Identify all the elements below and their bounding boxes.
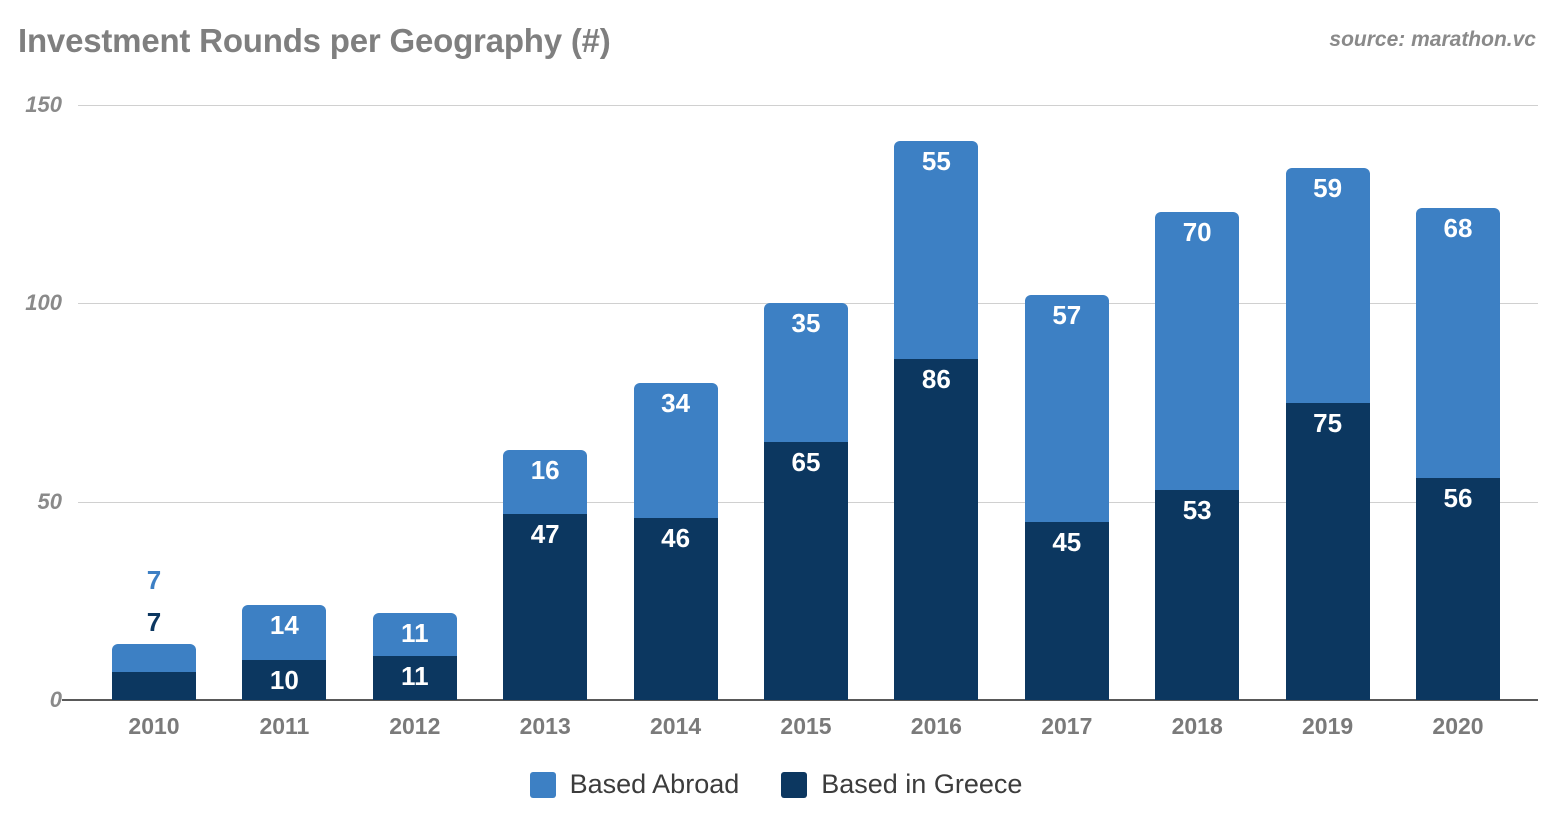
bar-segment-abroad[interactable] <box>764 303 848 443</box>
x-axis-tick-label: 2013 <box>519 713 571 739</box>
legend-item-label: Based Abroad <box>569 769 740 799</box>
bar-stack[interactable]: 70 53 <box>1155 212 1240 700</box>
bar-segment-abroad[interactable] <box>372 612 457 657</box>
bar-value-label-abroad: 68 <box>1443 213 1473 244</box>
bar-value-label-abroad: 14 <box>269 609 299 640</box>
bar-value-label-greece: 46 <box>661 522 691 553</box>
bar-stack[interactable]: 34 46 <box>633 382 718 700</box>
x-axis-tick-label: 2010 <box>128 713 180 739</box>
bar-stack[interactable]: 57 45 <box>1024 295 1109 700</box>
x-axis-tick-label: 2011 <box>259 713 310 739</box>
bar-value-label-greece: 47 <box>530 518 560 549</box>
bar-stack[interactable]: 14 10 <box>242 604 327 700</box>
x-axis-tick-label: 2019 <box>1302 713 1354 739</box>
bar-value-label-abroad: 34 <box>661 387 691 418</box>
bar-value-label-abroad: 55 <box>921 145 951 176</box>
bar-value-label-abroad: 57 <box>1052 300 1082 331</box>
legend-item-abroad[interactable]: Based Abroad <box>529 769 740 800</box>
bar-segment-abroad[interactable] <box>503 450 588 514</box>
bar-segment-greece[interactable] <box>633 517 718 700</box>
x-axis-tick-label: 2012 <box>389 713 441 739</box>
bar-segment-greece[interactable] <box>1155 489 1240 700</box>
legend-item-greece[interactable]: Based in Greece <box>781 769 1022 800</box>
bar-value-label-greece: 7 <box>146 607 162 638</box>
bar-value-label-abroad: 70 <box>1182 217 1212 248</box>
bar-value-label-abroad: 35 <box>791 308 821 339</box>
bar-segment-abroad[interactable] <box>242 604 327 661</box>
axis-baseline <box>62 699 1538 701</box>
bar-segment-abroad[interactable] <box>633 382 718 518</box>
x-axis-tick-label: 2016 <box>910 713 962 739</box>
bar-value-label-abroad: 7 <box>146 565 162 596</box>
bar-value-label-abroad: 16 <box>530 455 560 486</box>
bar-value-label-greece: 45 <box>1052 526 1082 557</box>
bar-stack[interactable]: 55 86 <box>894 140 979 700</box>
y-axis-tick-label: 50 <box>37 488 62 514</box>
source-attribution: source: marathon.vc <box>1329 28 1536 51</box>
legend: Based Abroad Based in Greece <box>0 769 1552 800</box>
bar-segment-greece[interactable] <box>764 442 848 700</box>
bar-value-label-greece: 10 <box>269 665 299 696</box>
bar-segment-abroad[interactable] <box>1416 208 1500 478</box>
x-axis-tick-label: 2020 <box>1432 713 1484 739</box>
bar-value-label-greece: 11 <box>401 661 429 692</box>
page-title: Investment Rounds per Geography (#) <box>18 22 611 59</box>
bar-segment-greece[interactable] <box>894 358 979 700</box>
bar-segment-greece[interactable] <box>372 656 457 700</box>
x-axis-tick-label: 2018 <box>1171 713 1223 739</box>
bar-segment-greece[interactable] <box>503 513 588 700</box>
bar-value-label-abroad: 59 <box>1313 173 1343 204</box>
legend-item-label: Based in Greece <box>821 769 1023 799</box>
bar-value-label-greece: 65 <box>791 447 821 478</box>
bar-stack[interactable]: 35 65 <box>764 303 848 700</box>
bar-value-label-greece: 56 <box>1443 482 1473 513</box>
legend-swatch-icon <box>781 771 808 798</box>
y-axis-tick-label: 0 <box>49 687 62 712</box>
bar-segment-greece[interactable] <box>1024 521 1109 700</box>
bar-value-label-greece: 86 <box>921 363 951 394</box>
bar-segment-abroad[interactable] <box>894 140 979 359</box>
bar-value-label-greece: 53 <box>1182 494 1212 525</box>
y-axis-tick-label: 150 <box>25 92 62 117</box>
bar-segment-greece[interactable] <box>112 672 196 700</box>
legend-swatch-icon <box>529 771 556 798</box>
bar-stack[interactable]: 59 75 <box>1285 168 1370 700</box>
bar-segment-abroad[interactable] <box>1024 295 1109 522</box>
bar-segment-greece[interactable] <box>1416 477 1500 700</box>
bar-segment-greece[interactable] <box>1285 402 1370 700</box>
x-axis-tick-label: 2017 <box>1041 713 1093 739</box>
bar-value-label-abroad: 11 <box>401 617 429 648</box>
bar-segment-abroad[interactable] <box>1285 168 1370 403</box>
y-axis-tick-label: 100 <box>25 290 62 316</box>
bar-segment-abroad[interactable] <box>112 644 196 673</box>
bar-value-label-greece: 75 <box>1313 407 1343 438</box>
bar-stack[interactable]: 68 56 <box>1416 208 1500 700</box>
gridline <box>78 105 1538 106</box>
bar-segment-abroad[interactable] <box>1155 212 1240 490</box>
bar-stack[interactable]: 16 47 <box>503 450 588 700</box>
x-axis-tick-label: 2015 <box>780 713 832 739</box>
bar-segment-greece[interactable] <box>242 660 327 700</box>
bar-stack[interactable]: 11 11 <box>372 612 457 700</box>
x-axis-tick-label: 2014 <box>650 713 702 739</box>
